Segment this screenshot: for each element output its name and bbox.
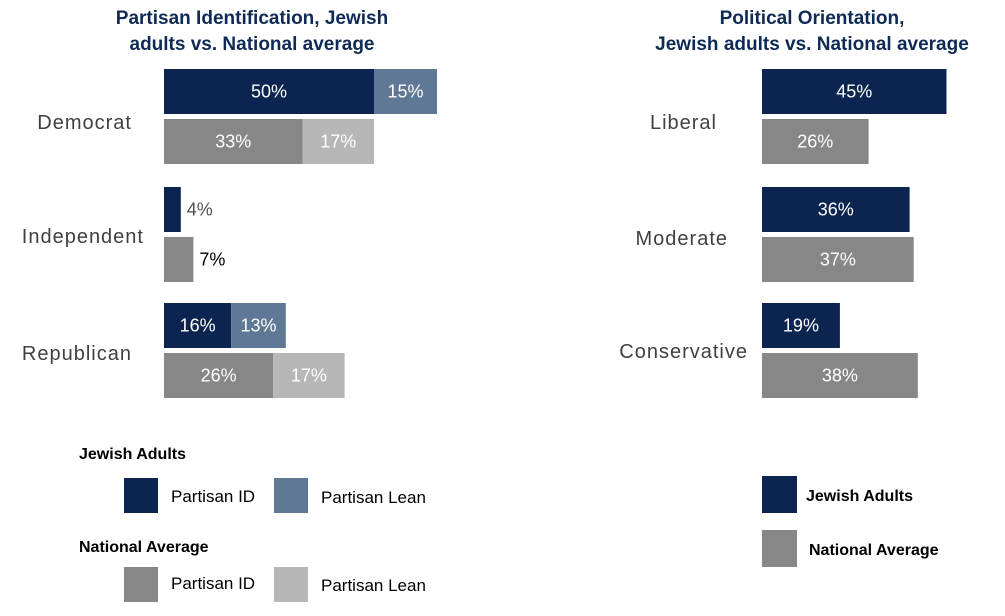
legend-swatch-national-partisan-lean (274, 567, 308, 602)
bar-jewish-partisan-id (164, 303, 232, 348)
chart-political-orientation: Political Orientation, Jewish adults vs.… (619, 8, 969, 567)
legend-label: Partisan Lean (321, 576, 426, 595)
data-label: 45% (836, 82, 872, 102)
legend-swatch-national-average (762, 530, 797, 567)
category-label: Liberal (650, 112, 717, 134)
bar-jewish-adults (762, 187, 910, 232)
data-label: 38% (822, 366, 858, 386)
legend-swatch-national-partisan-id (124, 567, 158, 602)
data-label: 36% (818, 200, 854, 220)
data-label: 13% (240, 316, 276, 336)
data-label: 37% (820, 250, 856, 270)
category-label: Moderate (636, 228, 729, 250)
legend-label: National Average (809, 542, 939, 559)
bar-national-average (762, 119, 869, 164)
category-label: Conservative (619, 341, 748, 363)
bar-national-average (762, 237, 914, 282)
data-label: 26% (201, 366, 237, 386)
data-label: 50% (251, 82, 287, 102)
bar-jewish-partisan-lean (374, 69, 437, 114)
legend-label: Partisan ID (171, 574, 255, 593)
chart-partisan-identification: Partisan Identification, Jewish adults v… (22, 8, 437, 602)
legend-label: Jewish Adults (806, 488, 913, 505)
data-label: 4% (187, 200, 213, 220)
category-label: Democrat (37, 112, 132, 134)
legend-label: Partisan Lean (321, 488, 426, 507)
data-label: 17% (320, 132, 356, 152)
chart-title-line-2: adults vs. National average (130, 34, 375, 55)
legend-swatch-jewish-partisan-id (124, 478, 158, 513)
legend-label: Partisan ID (171, 487, 255, 506)
legend-swatch-jewish-partisan-lean (274, 478, 308, 513)
legend-swatch-jewish-adults (762, 476, 797, 513)
data-label: 26% (797, 132, 833, 152)
bar-national-partisan-lean (273, 353, 345, 398)
bar-jewish-partisan-id (164, 187, 181, 232)
bar-national-partisan-lean (302, 119, 374, 164)
category-label: Independent (22, 226, 144, 248)
legend-group-heading: Jewish Adults (79, 446, 186, 463)
bar-layer: 50% 15% 33% 17% 4% 7% 16% 13% 26% 17% (164, 69, 437, 398)
bar-national-partisan-id (164, 353, 274, 398)
bar-national-partisan-id (164, 237, 194, 282)
bar-jewish-partisan-lean (231, 303, 286, 348)
data-label: 17% (291, 366, 327, 386)
bar-jewish-adults (762, 303, 840, 348)
legend-group-heading: National Average (79, 539, 209, 556)
data-label: 15% (387, 82, 423, 102)
data-label: 19% (783, 316, 819, 336)
bar-layer: 45% 26% 36% 37% 19% 38% (762, 69, 947, 398)
data-label: 7% (199, 250, 225, 270)
bar-jewish-partisan-id (164, 69, 374, 114)
chart-title-line-1: Political Orientation, (720, 8, 905, 29)
data-label: 16% (180, 316, 216, 336)
category-label: Republican (22, 343, 132, 365)
data-label: 33% (215, 132, 251, 152)
legend: Jewish Adults Partisan ID Partisan Lean … (79, 446, 426, 602)
chart-title-line-1: Partisan Identification, Jewish (116, 8, 388, 29)
bar-national-average (762, 353, 918, 398)
bar-national-partisan-id (164, 119, 303, 164)
bar-jewish-adults (762, 69, 947, 114)
chart-title-line-2: Jewish adults vs. National average (655, 34, 969, 55)
legend: Jewish Adults National Average (762, 476, 939, 567)
